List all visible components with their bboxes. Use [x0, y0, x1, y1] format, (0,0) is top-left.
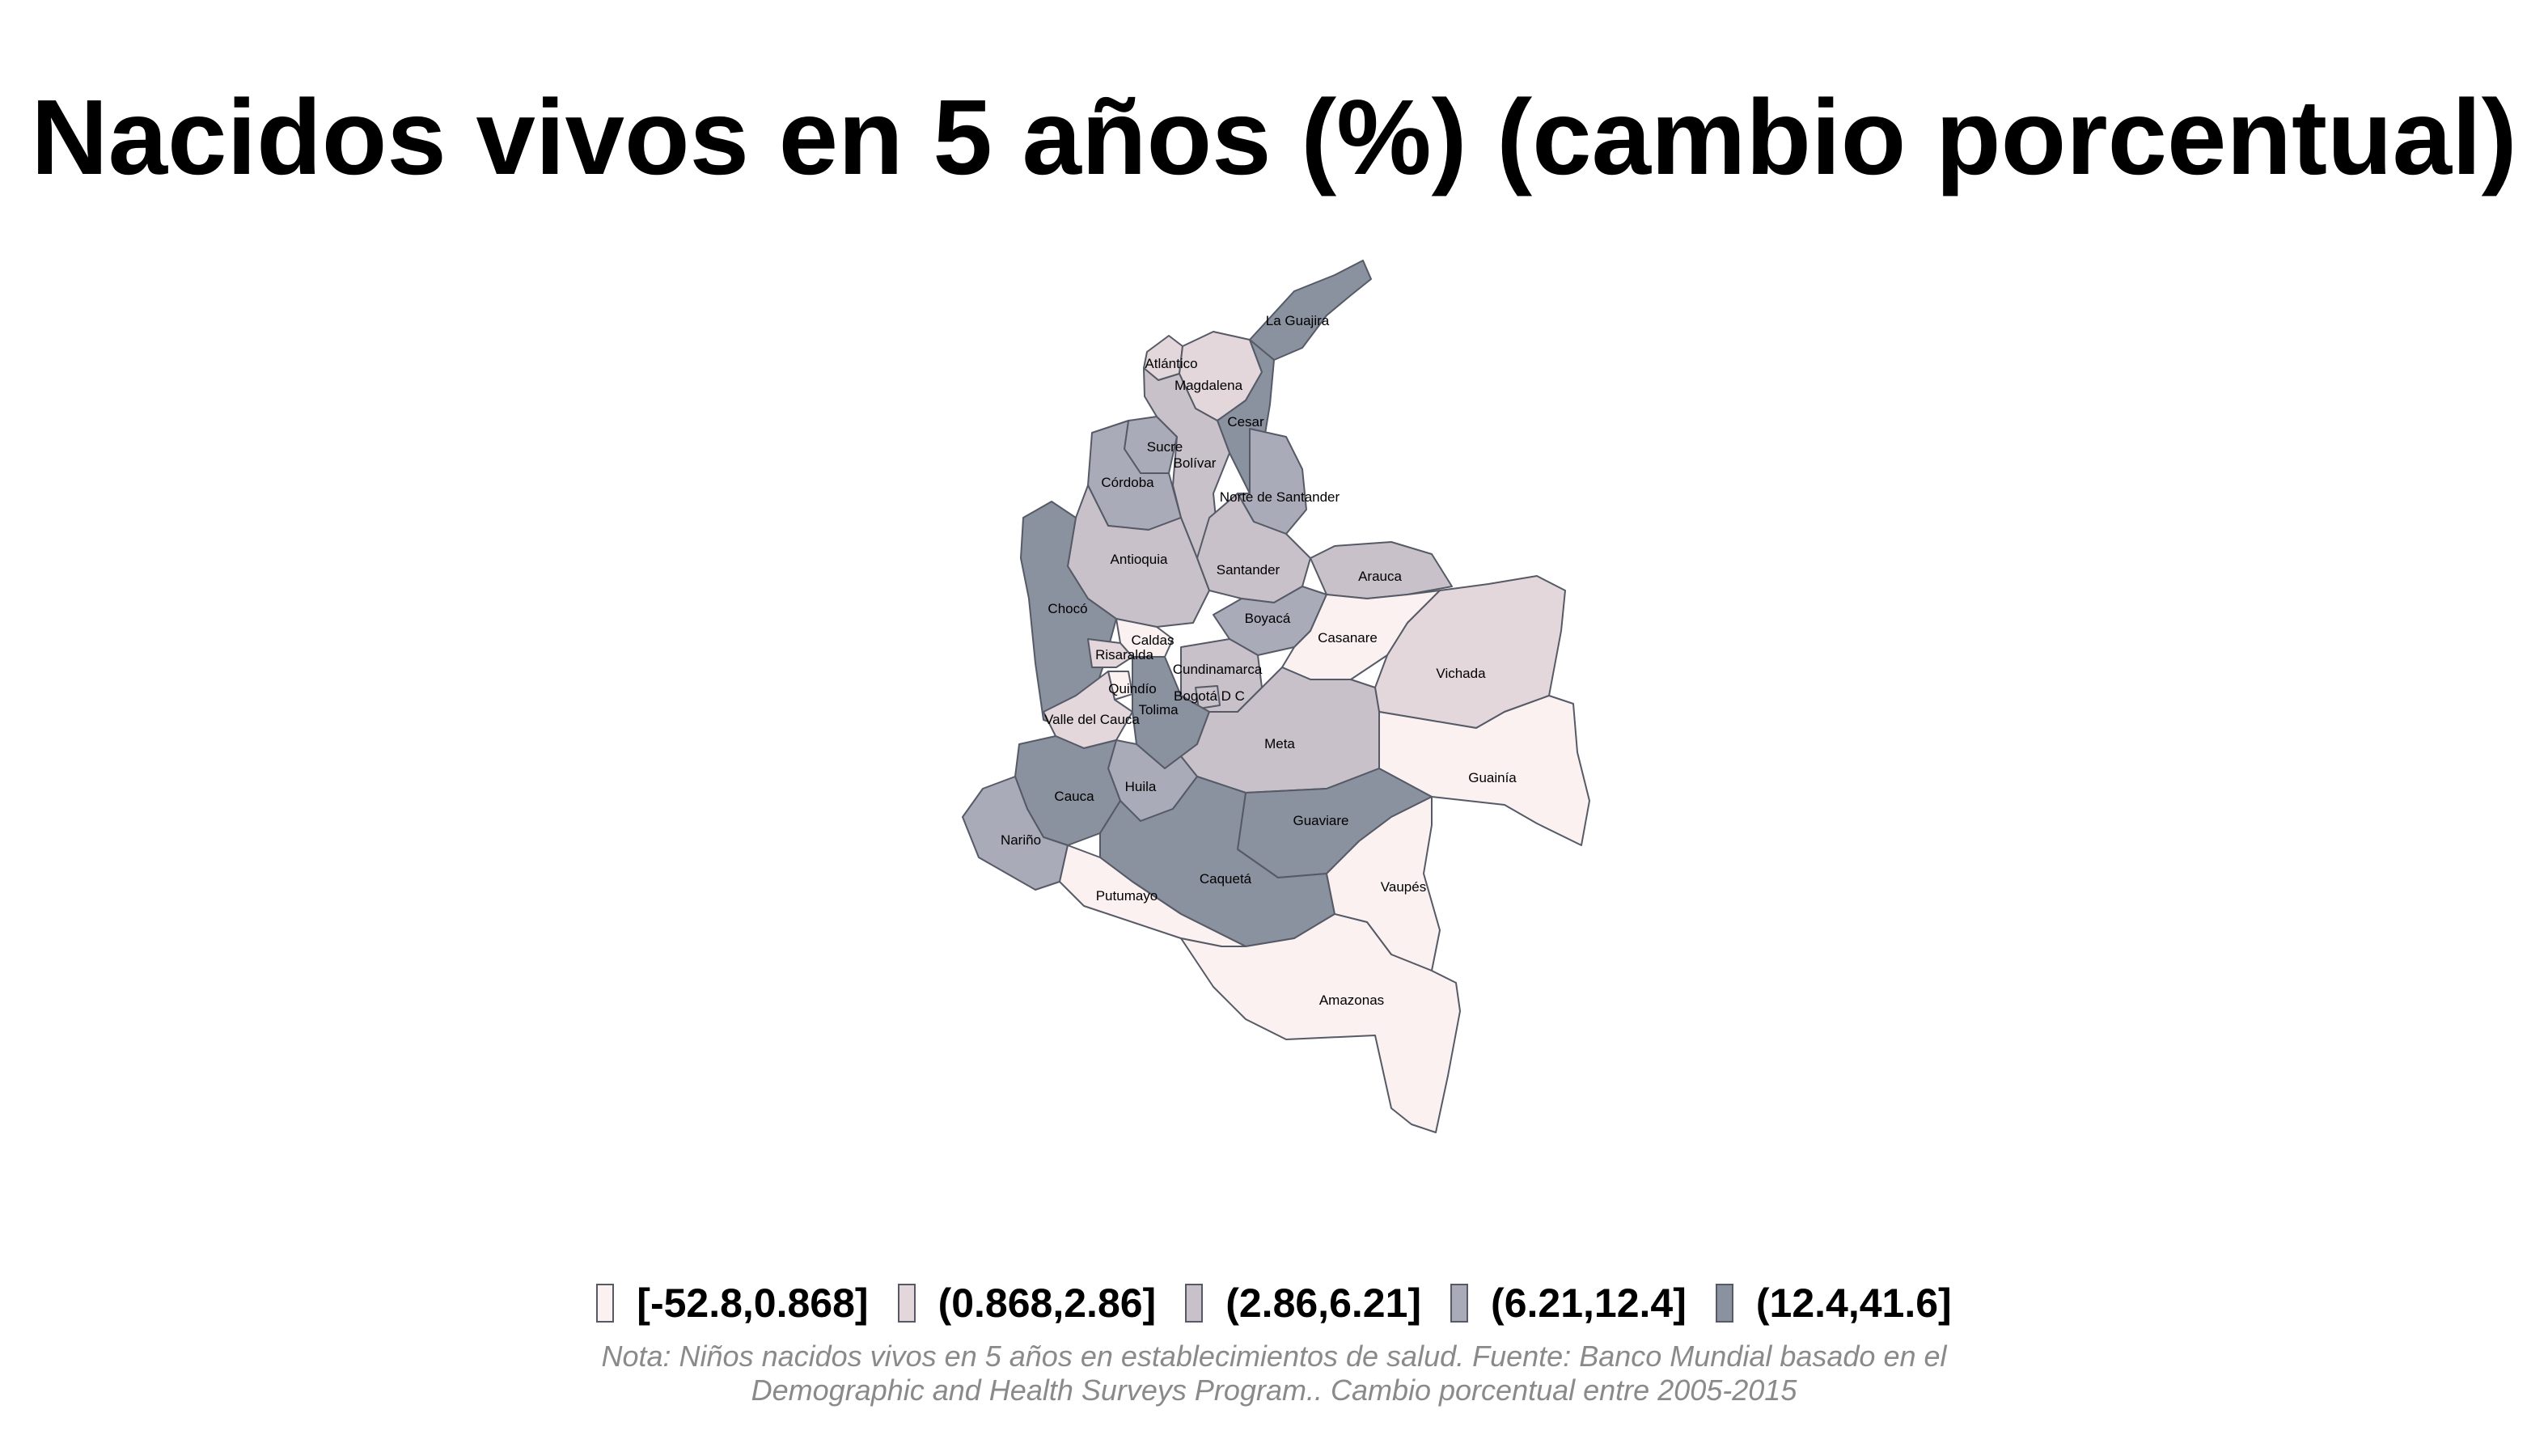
legend-swatch-2 — [897, 1284, 916, 1323]
legend-swatch-1 — [596, 1284, 615, 1323]
department-label-antioquia: Antioquia — [1111, 552, 1168, 567]
department-label-meta: Meta — [1264, 736, 1295, 751]
department-label-guainia: Guainía — [1468, 770, 1517, 785]
department-label-tolima: Tolima — [1138, 702, 1179, 717]
department-label-atlantico: Atlántico — [1145, 356, 1197, 371]
department-label-cesar: Cesar — [1227, 414, 1264, 430]
department-casanare — [1281, 590, 1441, 680]
department-label-putumayo: Putumayo — [1096, 888, 1158, 904]
department-label-narino: Nariño — [1001, 832, 1041, 848]
department-label-bolivar: Bolívar — [1174, 455, 1217, 471]
map-title: Nacidos vivos en 5 años (%) (cambio porc… — [31, 78, 2517, 197]
source-note-line-1: Nota: Niños nacidos vivos en 5 años en e… — [601, 1340, 1947, 1373]
department-label-amazonas: Amazonas — [1319, 993, 1384, 1008]
department-bogota-d-c — [1195, 685, 1221, 709]
legend-item-3: (2.86,6.21] — [1185, 1280, 1421, 1327]
department-risaralda — [1087, 638, 1133, 668]
legend-label-4: (6.21,12.4] — [1491, 1280, 1687, 1326]
department-label-bogota-d-c: Bogotá D C — [1174, 688, 1245, 704]
source-note: Nota: Niños nacidos vivos en 5 años en e… — [0, 1340, 2548, 1407]
department-label-sucre: Sucre — [1147, 439, 1183, 455]
department-label-huila: Huila — [1125, 779, 1157, 794]
department-label-santander: Santander — [1217, 562, 1280, 578]
department-label-cauca: Cauca — [1054, 789, 1094, 804]
source-note-line-2: Demographic and Health Surveys Program..… — [751, 1373, 1797, 1407]
legend-swatch-5 — [1715, 1284, 1733, 1323]
department-label-norte-de-santander: Norte de Santander — [1220, 489, 1340, 505]
department-label-valle-del-cauca: Valle del Cauca — [1044, 712, 1140, 727]
legend: [-52.8,0.868] (0.868,2.86] (2.86,6.21] (… — [0, 1280, 2548, 1327]
department-labels: La GuajiraAtlánticoMagdalenaCesarSucreBo… — [1001, 313, 1517, 1008]
department-label-risaralda: Risaralda — [1095, 647, 1153, 662]
department-label-quindio: Quindío — [1108, 681, 1157, 696]
department-label-boyaca: Boyacá — [1245, 611, 1291, 626]
legend-label-1: [-52.8,0.868] — [637, 1280, 869, 1326]
department-label-casanare: Casanare — [1318, 630, 1378, 645]
department-label-cundinamarca: Cundinamarca — [1173, 662, 1263, 677]
department-label-la-guajira: La Guajira — [1266, 313, 1330, 328]
department-label-guaviare: Guaviare — [1293, 813, 1349, 828]
legend-label-3: (2.86,6.21] — [1225, 1280, 1422, 1326]
department-label-vaupes: Vaupés — [1381, 879, 1426, 895]
legend-label-2: (0.868,2.86] — [938, 1280, 1157, 1326]
department-label-caqueta: Caquetá — [1200, 871, 1252, 887]
department-label-magdalena: Magdalena — [1175, 378, 1243, 393]
department-label-caldas: Caldas — [1132, 633, 1175, 648]
department-la-guajira — [1249, 260, 1372, 361]
department-amazonas — [1180, 913, 1461, 1133]
department-shapes — [962, 260, 1590, 1133]
legend-item-2: (0.868,2.86] — [897, 1280, 1157, 1327]
legend-swatch-4 — [1450, 1284, 1469, 1323]
legend-label-5: (12.4,41.6] — [1755, 1280, 1952, 1326]
department-label-vichada: Vichada — [1436, 666, 1486, 681]
legend-swatch-3 — [1185, 1284, 1204, 1323]
department-label-arauca: Arauca — [1358, 569, 1402, 584]
department-label-choco: Chocó — [1048, 601, 1087, 616]
department-label-cordoba: Córdoba — [1101, 475, 1154, 490]
legend-item-4: (6.21,12.4] — [1450, 1280, 1687, 1327]
legend-item-1: [-52.8,0.868] — [596, 1280, 869, 1327]
legend-item-5: (12.4,41.6] — [1715, 1280, 1952, 1327]
